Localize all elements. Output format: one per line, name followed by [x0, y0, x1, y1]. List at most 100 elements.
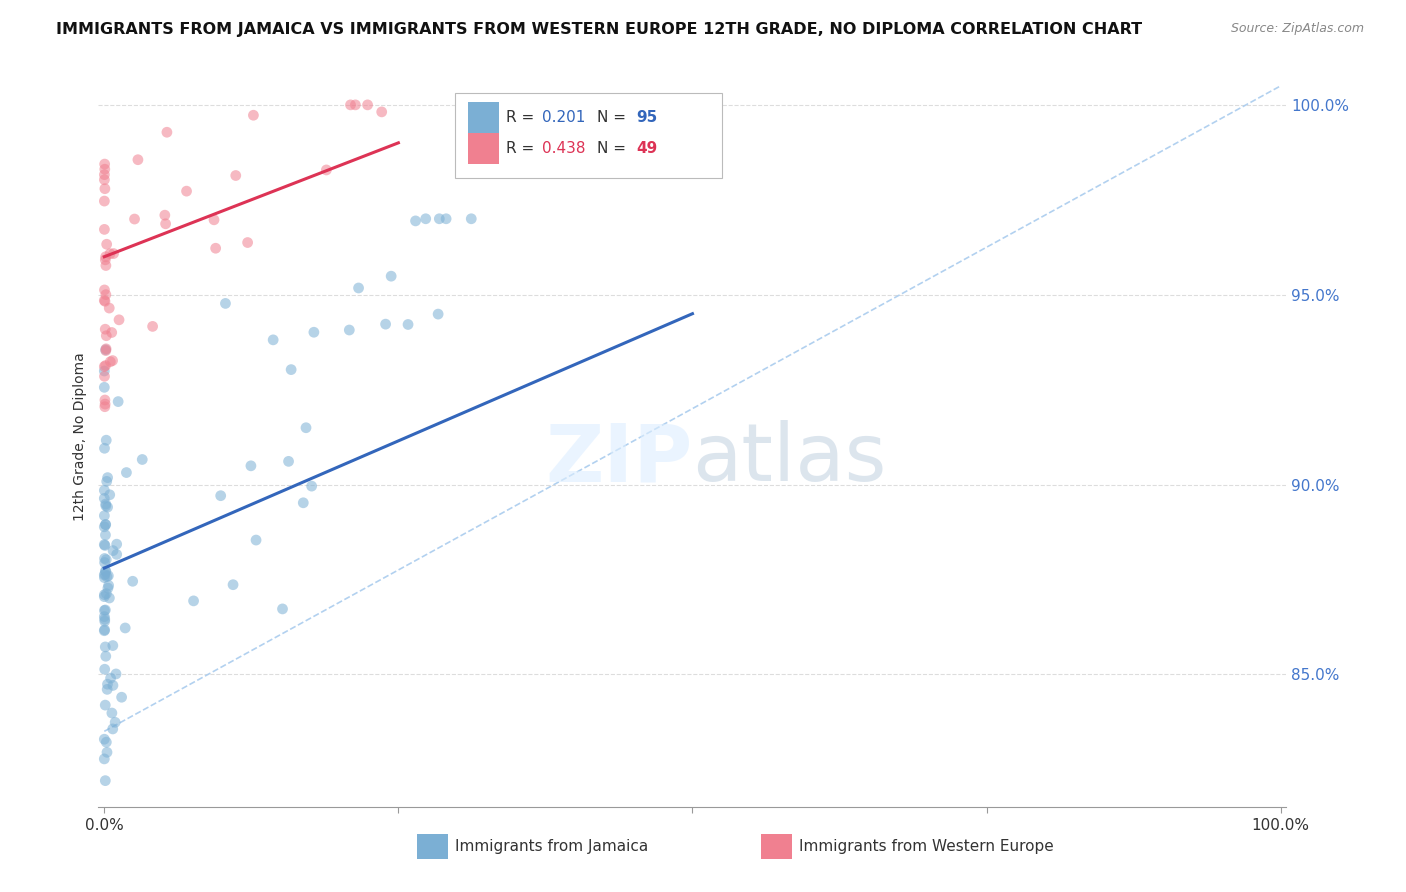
Text: 49: 49: [637, 141, 658, 156]
Point: [94, 397, 117, 411]
Point: [93, 590, 115, 604]
Point: [93, 614, 115, 628]
Point: [295, 421, 318, 435]
Text: Source: ZipAtlas.com: Source: ZipAtlas.com: [1230, 22, 1364, 36]
Text: atlas: atlas: [692, 420, 887, 499]
Point: [94, 342, 117, 356]
Point: [142, 319, 165, 334]
Point: [96, 328, 118, 343]
Point: [176, 184, 198, 198]
Point: [94, 497, 117, 511]
Point: [337, 323, 360, 337]
Point: [93, 567, 115, 582]
Point: [93, 364, 115, 378]
Point: [100, 671, 122, 685]
Point: [98, 246, 121, 260]
Point: [98, 591, 121, 605]
Point: [96, 745, 118, 759]
Point: [380, 269, 402, 284]
Point: [183, 594, 205, 608]
Point: [94, 612, 117, 626]
Text: 0.438: 0.438: [541, 141, 585, 156]
Point: [93, 222, 115, 236]
Point: [93, 623, 115, 637]
Point: [93, 508, 115, 523]
Point: [94, 564, 117, 578]
Point: [347, 281, 370, 295]
Point: [108, 313, 131, 327]
Point: [97, 578, 120, 592]
Point: [292, 496, 315, 510]
Text: 95: 95: [637, 110, 658, 125]
Point: [427, 307, 450, 321]
Point: [97, 581, 120, 595]
Point: [127, 153, 149, 167]
Point: [101, 722, 124, 736]
Point: [94, 640, 117, 654]
Point: [94, 359, 117, 373]
Point: [107, 394, 129, 409]
Point: [236, 235, 259, 250]
Point: [94, 649, 117, 664]
Point: [460, 211, 482, 226]
Point: [374, 317, 396, 331]
Point: [93, 168, 115, 182]
Point: [101, 678, 124, 692]
Point: [156, 125, 179, 139]
Point: [94, 182, 117, 196]
Point: [105, 547, 128, 561]
Point: [93, 483, 115, 498]
Point: [103, 246, 125, 260]
FancyBboxPatch shape: [468, 102, 499, 133]
Point: [239, 458, 262, 473]
Point: [204, 241, 226, 255]
Text: 0.201: 0.201: [541, 110, 585, 125]
Point: [94, 773, 117, 788]
Point: [93, 624, 115, 638]
Point: [93, 380, 115, 394]
Point: [94, 567, 117, 582]
Point: [100, 326, 122, 340]
Point: [101, 639, 124, 653]
Y-axis label: 12th Grade, No Diploma: 12th Grade, No Diploma: [73, 352, 87, 522]
Point: [93, 172, 115, 186]
Point: [434, 211, 457, 226]
Point: [96, 475, 118, 489]
Point: [93, 752, 115, 766]
Point: [202, 212, 225, 227]
FancyBboxPatch shape: [456, 93, 723, 178]
Point: [97, 500, 120, 514]
Point: [96, 682, 118, 697]
Point: [96, 552, 118, 566]
Point: [96, 587, 118, 601]
Point: [96, 434, 118, 448]
Point: [93, 732, 115, 747]
Point: [105, 537, 128, 551]
Point: [245, 533, 267, 547]
Point: [93, 442, 115, 456]
Point: [271, 602, 294, 616]
Point: [415, 211, 437, 226]
Text: Immigrants from Jamaica: Immigrants from Jamaica: [456, 839, 648, 854]
Point: [209, 489, 232, 503]
Point: [302, 325, 325, 339]
Point: [101, 543, 124, 558]
Point: [121, 574, 143, 589]
Point: [101, 353, 124, 368]
Point: [405, 214, 427, 228]
Point: [153, 208, 176, 222]
FancyBboxPatch shape: [762, 834, 792, 859]
Point: [94, 603, 117, 617]
Text: Immigrants from Western Europe: Immigrants from Western Europe: [800, 839, 1054, 854]
Point: [94, 517, 117, 532]
Text: N =: N =: [598, 141, 631, 156]
Point: [94, 322, 117, 336]
FancyBboxPatch shape: [468, 133, 499, 164]
Point: [93, 551, 115, 566]
Point: [315, 163, 337, 178]
Point: [98, 355, 121, 369]
Point: [97, 569, 120, 583]
Point: [93, 293, 115, 308]
Point: [93, 520, 115, 534]
Point: [94, 517, 117, 532]
